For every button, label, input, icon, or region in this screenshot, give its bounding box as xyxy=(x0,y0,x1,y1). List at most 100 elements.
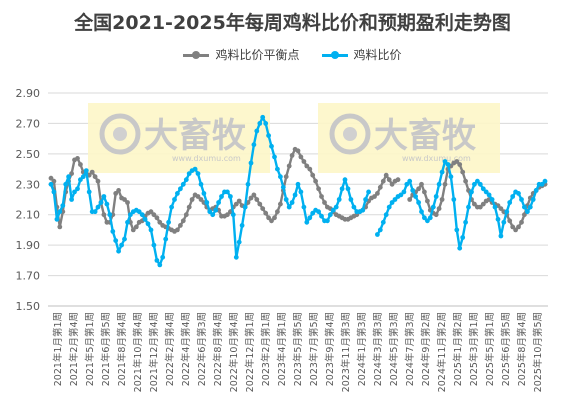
data-point xyxy=(92,209,98,215)
watermark-ring-icon xyxy=(329,113,371,155)
data-point xyxy=(298,189,304,195)
data-point xyxy=(377,184,383,190)
data-point xyxy=(204,200,210,205)
data-point xyxy=(198,181,204,187)
data-point xyxy=(510,224,516,230)
data-point xyxy=(213,207,219,213)
x-tick-label: 2023年7月第5周 xyxy=(308,312,320,386)
watermark-ring-icon xyxy=(99,113,141,155)
data-point xyxy=(263,121,269,126)
data-point xyxy=(439,197,445,202)
data-point xyxy=(125,219,130,225)
data-point xyxy=(72,189,77,195)
x-tick-label: 2021年6月第5周 xyxy=(100,312,112,386)
data-point xyxy=(189,197,195,202)
data-point xyxy=(175,227,180,233)
data-point xyxy=(463,219,468,225)
chart-title: 全国2021-2025年每周鸡料比价和预期盈利走势图 xyxy=(74,12,511,34)
data-point xyxy=(172,197,177,202)
data-point xyxy=(342,177,348,183)
data-point xyxy=(383,172,389,178)
data-point xyxy=(166,219,172,225)
data-point xyxy=(254,128,260,134)
data-point xyxy=(483,189,489,195)
data-point xyxy=(316,186,321,192)
data-point xyxy=(195,194,201,199)
data-point xyxy=(316,209,321,215)
data-point xyxy=(480,201,486,207)
data-point xyxy=(386,204,392,210)
x-tick-label: 2025年5月第1周 xyxy=(484,312,496,386)
data-point xyxy=(375,232,380,237)
data-point xyxy=(313,178,318,184)
data-point xyxy=(207,209,213,215)
data-point xyxy=(66,174,71,180)
x-tick-label: 2025年3月第1周 xyxy=(468,312,480,386)
data-point xyxy=(278,201,283,207)
data-point xyxy=(322,200,327,205)
data-point xyxy=(139,212,145,218)
data-point xyxy=(283,197,289,202)
data-point xyxy=(251,142,257,148)
data-point xyxy=(419,209,424,215)
data-point xyxy=(157,262,163,268)
data-point xyxy=(148,227,154,233)
data-point xyxy=(319,213,324,219)
x-tick-label: 2022年8月第4周 xyxy=(212,312,224,386)
data-point xyxy=(275,209,280,215)
data-point xyxy=(57,224,63,230)
x-tick-label: 2025年8月第4周 xyxy=(516,312,528,386)
x-tick-label: 2021年8月第4周 xyxy=(116,312,128,386)
data-point xyxy=(525,209,530,215)
data-point xyxy=(425,198,430,204)
x-tick-label: 2021年1月第1周 xyxy=(52,312,64,386)
data-point xyxy=(178,223,183,228)
y-axis: 1.50 1.70 1.90 2.10 2.30 2.50 2.70 2.90 xyxy=(16,87,41,313)
data-point xyxy=(116,188,121,193)
data-point xyxy=(327,212,333,218)
data-point xyxy=(472,181,477,187)
data-point xyxy=(416,200,421,205)
data-point xyxy=(101,212,107,218)
data-point xyxy=(51,178,57,184)
x-tick-label: 2022年6月第3周 xyxy=(196,312,208,386)
data-point xyxy=(104,201,110,207)
y-tick-label: 2.30 xyxy=(16,178,41,191)
data-point xyxy=(286,204,292,210)
data-point xyxy=(113,238,119,244)
data-point xyxy=(460,235,466,240)
data-point xyxy=(292,192,298,198)
data-point xyxy=(98,200,104,205)
watermark-dot-icon xyxy=(113,127,127,141)
x-tick-label: 2024年3月第3周 xyxy=(372,312,384,386)
data-point xyxy=(451,197,457,202)
data-point xyxy=(142,216,148,222)
data-point xyxy=(95,178,101,184)
data-point xyxy=(51,189,57,195)
data-point xyxy=(516,224,521,230)
data-point xyxy=(539,181,545,187)
data-point xyxy=(269,143,274,149)
data-point xyxy=(442,181,448,187)
data-point xyxy=(69,197,74,202)
data-point xyxy=(351,204,357,210)
x-tick-label: 2023年4月第1周 xyxy=(276,312,288,386)
data-point xyxy=(407,197,413,202)
data-point xyxy=(154,215,160,221)
data-point xyxy=(345,186,351,192)
data-point xyxy=(251,192,257,198)
x-tick-label: 2022年12月第1周 xyxy=(244,312,256,392)
data-point xyxy=(445,162,451,167)
data-point xyxy=(125,200,130,205)
data-point xyxy=(107,212,113,218)
data-point xyxy=(151,212,157,218)
data-point xyxy=(475,178,480,184)
data-point xyxy=(198,197,204,202)
legend-label-ratio: 鸡料比价 xyxy=(353,48,402,62)
data-point xyxy=(119,242,124,248)
data-point xyxy=(404,181,410,187)
data-point xyxy=(210,212,216,218)
data-point xyxy=(136,209,142,215)
data-point xyxy=(183,177,189,183)
